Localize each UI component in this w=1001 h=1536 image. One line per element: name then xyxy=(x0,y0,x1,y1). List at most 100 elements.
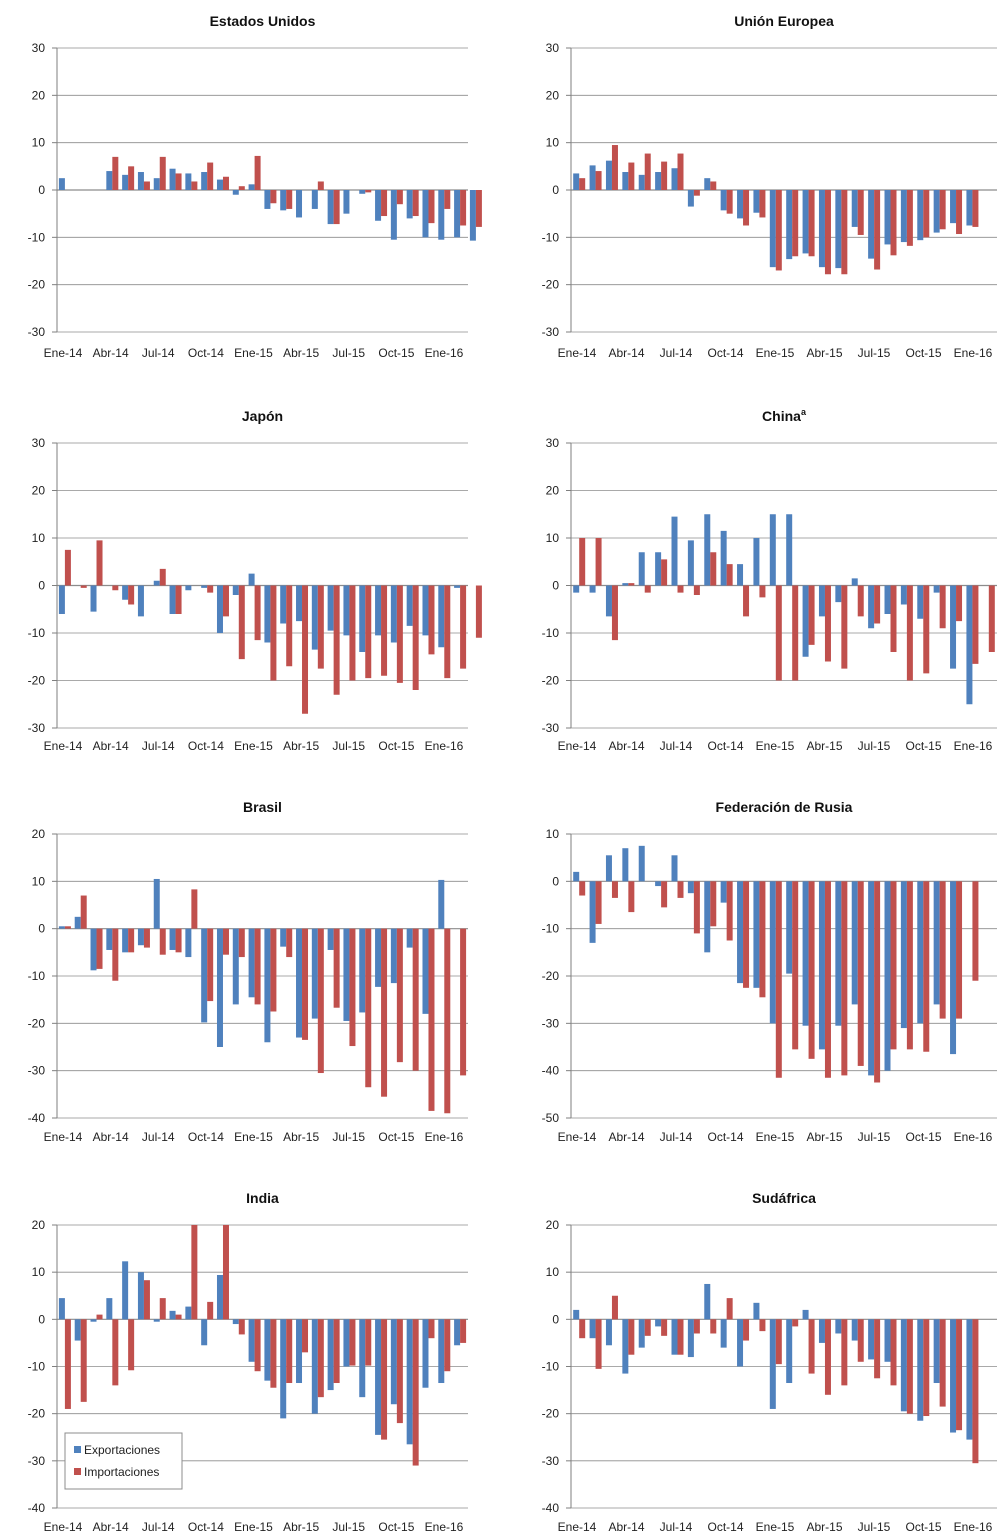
india-x-tick-label: Jul-15 xyxy=(332,1520,365,1534)
brasil-export-bar xyxy=(296,928,303,1038)
india-export-bar xyxy=(90,1319,97,1322)
union-europea-export-bar xyxy=(704,178,711,190)
china-export-bar xyxy=(704,514,711,586)
federacion-de-rusia-export-bar xyxy=(622,848,629,882)
japon-import-bar xyxy=(286,585,293,667)
brasil-import-bar xyxy=(365,928,372,1088)
brasil-export-bar xyxy=(359,928,366,1013)
brasil-import-bar xyxy=(317,928,324,1074)
estados-unidos-export-bar xyxy=(153,178,160,190)
brasil-y-tick-label: 0 xyxy=(38,922,45,936)
estados-unidos-x-tick-label: Oct-14 xyxy=(188,346,224,360)
china-y-tick-label: -30 xyxy=(542,721,560,735)
india-export-bar xyxy=(280,1319,287,1419)
sudafrica-export-bar xyxy=(917,1319,924,1421)
china-export-bar xyxy=(950,585,957,669)
japon-x-tick-label: Ene-16 xyxy=(425,739,464,753)
sudafrica-y-tick-label: 0 xyxy=(552,1312,559,1326)
sudafrica-export-bar xyxy=(900,1319,907,1412)
china-import-bar xyxy=(874,585,881,624)
union-europea-export-bar xyxy=(655,172,662,190)
japon-import-bar xyxy=(238,585,245,660)
china-export-bar xyxy=(655,552,662,586)
federacion-de-rusia-export-bar xyxy=(802,881,809,1026)
brasil-import-bar xyxy=(191,889,198,929)
india-export-bar xyxy=(422,1319,429,1388)
japon-export-bar xyxy=(264,585,271,643)
india-import-bar xyxy=(238,1319,245,1335)
china-export-bar xyxy=(687,540,694,586)
brasil-y-tick-label: 10 xyxy=(32,874,46,888)
sudafrica-import-bar xyxy=(611,1295,618,1320)
estados-unidos-export-bar xyxy=(390,190,397,240)
legend-imports-label: Importaciones xyxy=(84,1465,159,1479)
china-import-bar xyxy=(956,585,963,622)
china-export-bar xyxy=(638,552,645,586)
federacion-de-rusia-export-bar xyxy=(605,855,612,882)
sudafrica-import-bar xyxy=(939,1319,946,1407)
china-export-bar xyxy=(720,530,727,586)
estados-unidos-x-tick-label: Jul-14 xyxy=(142,346,175,360)
brasil-title: Brasil xyxy=(243,799,282,815)
japon-import-bar xyxy=(254,585,261,641)
brasil-export-bar xyxy=(137,928,144,946)
sudafrica-x-tick-label: Jul-14 xyxy=(660,1520,693,1534)
legend-exports-swatch xyxy=(74,1446,81,1453)
federacion-de-rusia-import-bar xyxy=(693,881,700,934)
estados-unidos-import-bar xyxy=(428,190,435,224)
union-europea-export-bar xyxy=(737,190,744,219)
estados-unidos-x-tick-label: Abr-14 xyxy=(93,346,129,360)
legend-exports-label: Exportaciones xyxy=(84,1443,160,1457)
brasil-import-bar xyxy=(143,928,150,948)
china-export-bar xyxy=(753,538,760,586)
brasil-x-tick-label: Jul-14 xyxy=(142,1130,175,1144)
china-export-bar xyxy=(868,585,875,629)
union-europea-import-bar xyxy=(644,153,651,190)
federacion-de-rusia-export-bar xyxy=(835,881,842,1026)
brasil-x-tick-label: Abr-15 xyxy=(283,1130,319,1144)
union-europea-y-tick-label: 10 xyxy=(546,136,560,150)
india-import-bar xyxy=(128,1319,135,1371)
estados-unidos-import-bar xyxy=(412,190,419,217)
federacion-de-rusia-import-bar xyxy=(611,881,618,898)
india-import-bar xyxy=(365,1319,372,1366)
federacion-de-rusia-import-bar xyxy=(890,881,897,1050)
estados-unidos-export-bar xyxy=(106,171,113,190)
brasil-import-bar xyxy=(112,928,119,981)
china-import-bar xyxy=(611,585,618,641)
estados-unidos-import-bar xyxy=(286,190,293,209)
japon-export-bar xyxy=(137,585,144,617)
union-europea-import-bar xyxy=(743,190,750,226)
federacion-de-rusia-import-bar xyxy=(710,881,717,927)
japon-import-bar xyxy=(159,568,166,586)
federacion-de-rusia-import-bar xyxy=(874,881,881,1083)
india-export-bar xyxy=(438,1319,445,1384)
india-y-tick-label: -40 xyxy=(28,1501,46,1515)
china-x-tick-label: Jul-14 xyxy=(660,739,693,753)
sudafrica-x-tick-label: Ene-15 xyxy=(756,1520,795,1534)
federacion-de-rusia-export-bar xyxy=(687,881,694,894)
sudafrica-x-tick-label: Abr-14 xyxy=(608,1520,644,1534)
japon-import-bar xyxy=(64,549,71,586)
estados-unidos-import-bar xyxy=(460,190,467,226)
sudafrica-export-bar xyxy=(835,1319,842,1334)
japon-import-bar xyxy=(412,585,419,690)
sudafrica-export-bar xyxy=(753,1302,760,1320)
estados-unidos-y-tick-label: -30 xyxy=(28,325,46,339)
india-import-bar xyxy=(412,1319,419,1466)
japon-import-bar xyxy=(475,585,482,638)
india-export-bar xyxy=(359,1319,366,1398)
japon-export-bar xyxy=(327,585,334,631)
sudafrica-export-bar xyxy=(655,1319,662,1327)
federacion-de-rusia-export-bar xyxy=(573,871,580,882)
federacion-de-rusia-import-bar xyxy=(726,881,733,941)
brasil-import-bar xyxy=(286,928,293,958)
union-europea-import-bar xyxy=(661,161,668,190)
japon-export-bar xyxy=(280,585,287,624)
federacion-de-rusia-export-bar xyxy=(655,881,662,887)
india-import-bar xyxy=(175,1314,182,1320)
japon-import-bar xyxy=(80,585,87,588)
brasil-export-bar xyxy=(90,928,97,971)
sudafrica-import-bar xyxy=(874,1319,881,1379)
china-import-bar xyxy=(759,585,766,598)
